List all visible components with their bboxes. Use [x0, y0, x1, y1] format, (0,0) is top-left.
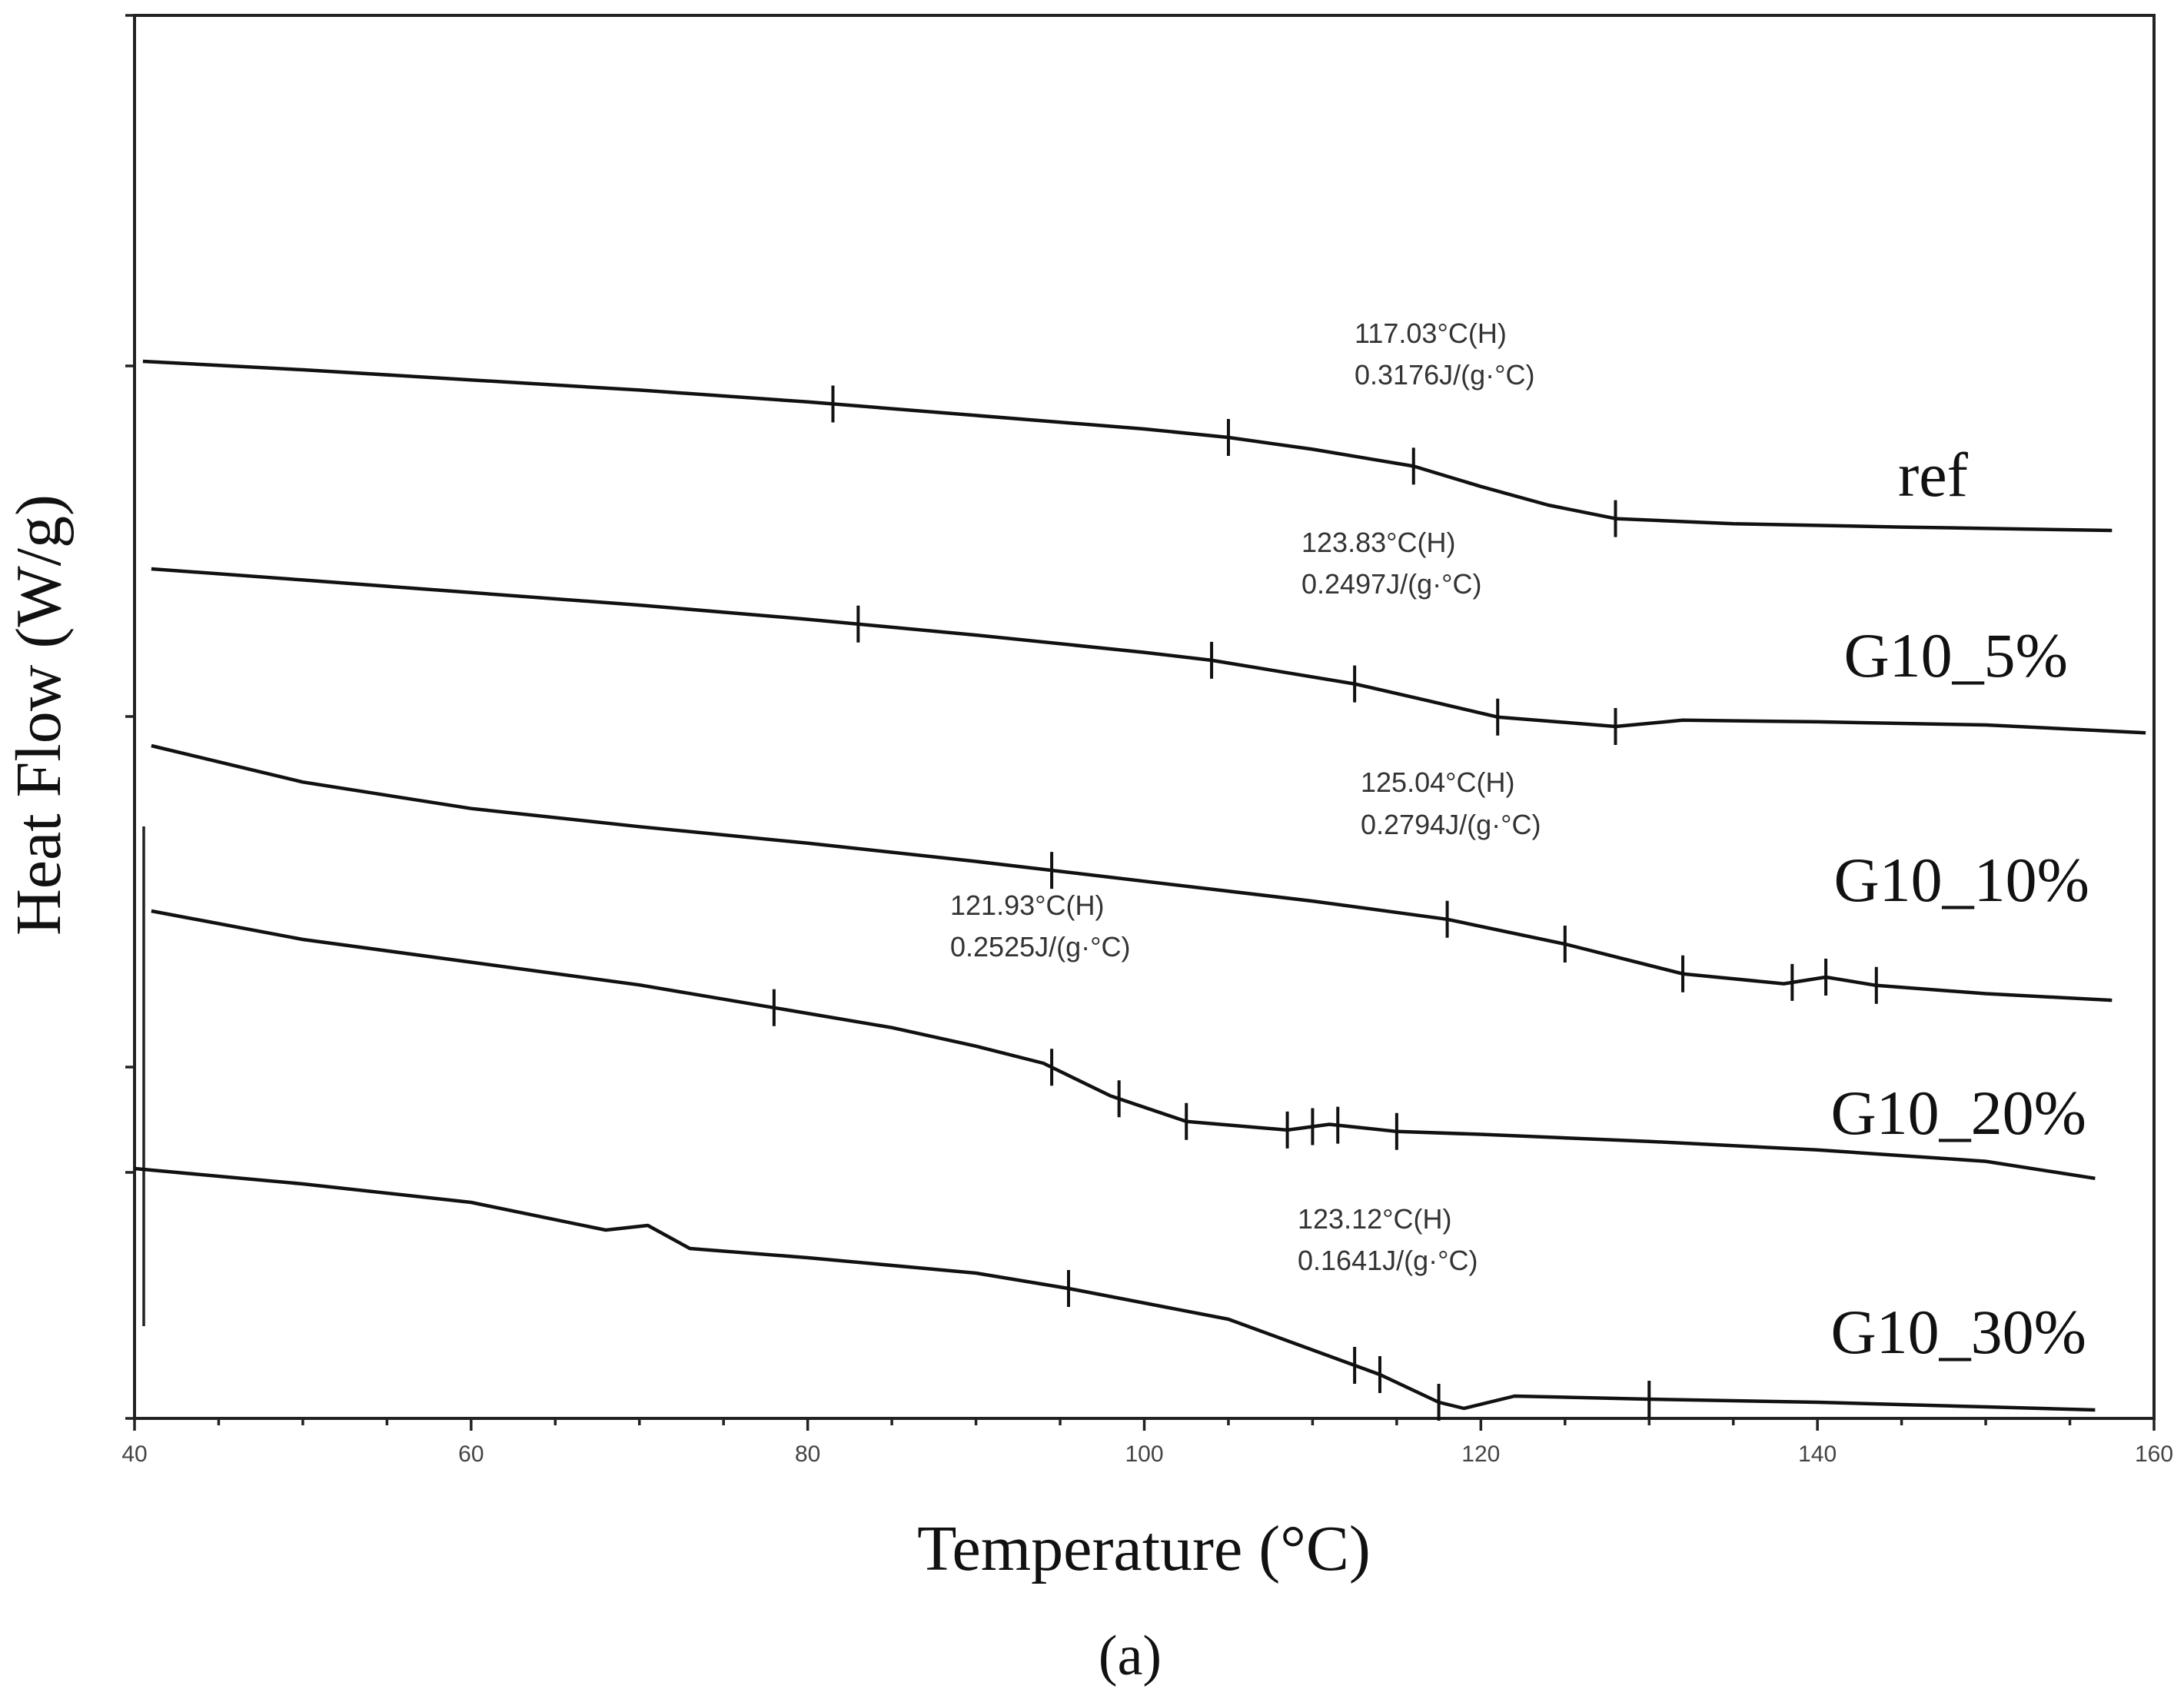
x-tick-label: 160: [2135, 1441, 2173, 1467]
series-label-g10-20: G10_20%: [1830, 1078, 2086, 1148]
x-tick-label: 40: [121, 1441, 147, 1467]
annotation-cp: 0.1641J/(g·°C): [1298, 1245, 1478, 1276]
annotation-temp: 123.83°C(H): [1301, 527, 1455, 558]
y-axis-ticks: [125, 14, 135, 1420]
series-line-0: [142, 359, 2113, 533]
series-label-g10-30: G10_30%: [1830, 1297, 2086, 1367]
series-line-1: [151, 567, 2146, 735]
annotation-g10-20: 121.93°C(H) 0.2525J/(g·°C): [950, 889, 1131, 963]
annotation-temp: 117.03°C(H): [1355, 318, 1507, 349]
annotation-cp: 0.2497J/(g·°C): [1301, 568, 1482, 600]
series-label-g10-5: G10_5%: [1843, 620, 2068, 690]
series-line-4: [134, 1166, 2096, 1412]
x-tick-label: 120: [1461, 1441, 1500, 1467]
annotation-cp: 0.2525J/(g·°C): [950, 931, 1131, 963]
annotation-cp: 0.2794J/(g·°C): [1361, 809, 1541, 840]
annotation-temp: 123.12°C(H): [1298, 1203, 1451, 1235]
y-axis-title: Heat Flow (W/g): [3, 494, 75, 936]
annotation-ref: 117.03°C(H) 0.3176J/(g·°C): [1355, 318, 1535, 391]
plot-frame: [133, 14, 2156, 1420]
x-tick-label: 80: [795, 1441, 820, 1467]
series-label-g10-10: G10_10%: [1833, 845, 2089, 915]
series-line-3: [151, 909, 2096, 1181]
annotation-g10-30: 123.12°C(H) 0.1641J/(g·°C): [1298, 1203, 1478, 1276]
annotation-cp: 0.3176J/(g·°C): [1355, 359, 1535, 391]
annotation-temp: 125.04°C(H): [1361, 766, 1514, 798]
x-tick-label: 60: [458, 1441, 484, 1467]
series-line-2: [151, 743, 2113, 1002]
annotation-temp: 121.93°C(H): [950, 889, 1104, 921]
figure-caption: (a): [1099, 1624, 1162, 1687]
annotation-g10-10: 125.04°C(H) 0.2794J/(g·°C): [1361, 766, 1541, 840]
series-label-ref: ref: [1898, 440, 1969, 510]
series-markers: [772, 385, 1878, 1421]
x-tick-label: 140: [1798, 1441, 1837, 1467]
x-axis-ticks: 40 60 80 100 120 140 160: [121, 1418, 2173, 1467]
annotation-g10-5: 123.83°C(H) 0.2497J/(g·°C): [1301, 527, 1482, 600]
x-tick-label: 100: [1125, 1441, 1163, 1467]
x-axis-title: Temperature (°C): [917, 1513, 1371, 1584]
